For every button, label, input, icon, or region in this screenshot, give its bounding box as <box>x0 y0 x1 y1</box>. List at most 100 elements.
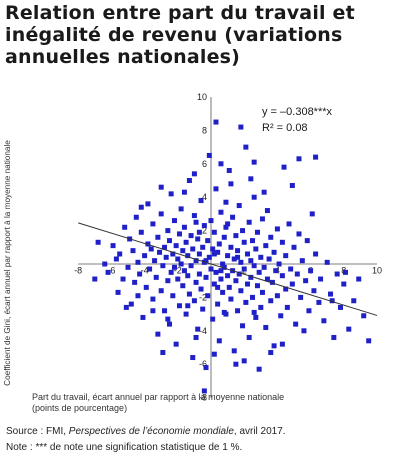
data-point <box>171 218 177 224</box>
data-point <box>268 234 274 240</box>
data-point <box>225 273 231 279</box>
data-point <box>337 304 343 310</box>
data-point <box>304 238 310 244</box>
data-point <box>130 248 136 254</box>
data-point <box>243 299 249 305</box>
y-tick-label: 6 <box>202 159 207 169</box>
data-point <box>351 298 357 304</box>
data-point <box>241 266 247 272</box>
data-point <box>259 289 265 295</box>
data-point <box>158 184 164 190</box>
trend-line <box>78 222 378 316</box>
data-point <box>235 248 241 254</box>
data-point <box>162 308 168 314</box>
data-point <box>301 328 307 334</box>
data-point <box>238 288 244 294</box>
data-point <box>150 308 156 314</box>
data-point <box>178 261 184 267</box>
data-point <box>221 264 227 270</box>
y-tick-label: 4 <box>202 192 207 202</box>
data-point <box>152 258 158 264</box>
data-point <box>288 266 294 272</box>
data-point <box>122 224 128 230</box>
data-point <box>193 219 199 225</box>
data-point <box>328 291 334 297</box>
data-point <box>254 283 260 289</box>
data-point <box>271 343 277 349</box>
data-point <box>243 144 249 150</box>
data-point <box>165 228 171 234</box>
data-point <box>143 284 149 290</box>
data-point <box>198 198 204 204</box>
data-point <box>188 263 194 269</box>
data-point <box>170 293 176 299</box>
source-note: Source : FMI, Perspectives de l’économie… <box>6 425 286 439</box>
data-point <box>155 331 161 337</box>
data-point <box>218 268 224 274</box>
y-axis-title: Coefficient de Gini, écart annuel par ra… <box>3 140 12 386</box>
data-point <box>278 313 284 319</box>
data-point <box>211 351 217 357</box>
data-point <box>253 246 259 252</box>
data-point <box>236 203 242 209</box>
data-point <box>200 244 206 250</box>
data-point <box>211 229 217 235</box>
data-point <box>211 251 217 257</box>
y-tick-label: -6 <box>199 359 207 369</box>
data-point <box>311 288 317 294</box>
data-point <box>246 334 252 340</box>
data-point <box>256 366 262 372</box>
data-point <box>238 259 244 265</box>
data-point <box>205 238 211 244</box>
data-point <box>263 243 269 249</box>
data-point <box>316 299 322 305</box>
data-point <box>180 283 186 289</box>
data-point <box>246 219 252 225</box>
data-point <box>240 323 246 329</box>
data-point <box>231 348 237 354</box>
data-point <box>165 316 171 322</box>
data-point <box>289 281 295 287</box>
data-point <box>313 251 319 257</box>
data-point <box>162 244 168 250</box>
y-tick-label: -2 <box>199 292 207 302</box>
data-point <box>321 318 327 324</box>
data-point <box>276 261 282 267</box>
data-point <box>105 269 111 275</box>
data-point <box>176 231 182 237</box>
y-axis-label: Coefficient de Gini, écart annuel par ra… <box>3 140 12 386</box>
data-point <box>261 264 267 270</box>
data-point <box>266 256 272 262</box>
data-point <box>221 234 227 240</box>
data-point <box>361 313 367 319</box>
y-tick-label: 10 <box>197 92 207 102</box>
data-point <box>188 233 194 239</box>
data-point <box>241 239 247 245</box>
data-point <box>258 254 264 260</box>
data-point <box>150 221 156 227</box>
data-point <box>196 251 202 257</box>
data-point <box>235 254 241 260</box>
data-point <box>216 241 222 247</box>
data-point <box>279 341 285 347</box>
data-point <box>183 239 189 245</box>
data-point <box>218 209 224 215</box>
data-point <box>145 201 151 207</box>
data-point <box>138 204 144 210</box>
data-point <box>203 274 209 280</box>
data-point <box>258 304 264 310</box>
data-point <box>185 273 191 279</box>
data-point <box>342 269 348 275</box>
data-point <box>117 251 123 257</box>
data-point <box>175 276 181 282</box>
data-point <box>198 286 204 292</box>
data-point <box>163 254 169 260</box>
data-point <box>160 263 166 269</box>
data-point <box>135 259 141 265</box>
x-tick-label: -2 <box>174 265 182 275</box>
data-point <box>298 294 304 300</box>
data-point <box>254 229 260 235</box>
data-point <box>221 309 227 315</box>
data-point <box>158 211 164 217</box>
